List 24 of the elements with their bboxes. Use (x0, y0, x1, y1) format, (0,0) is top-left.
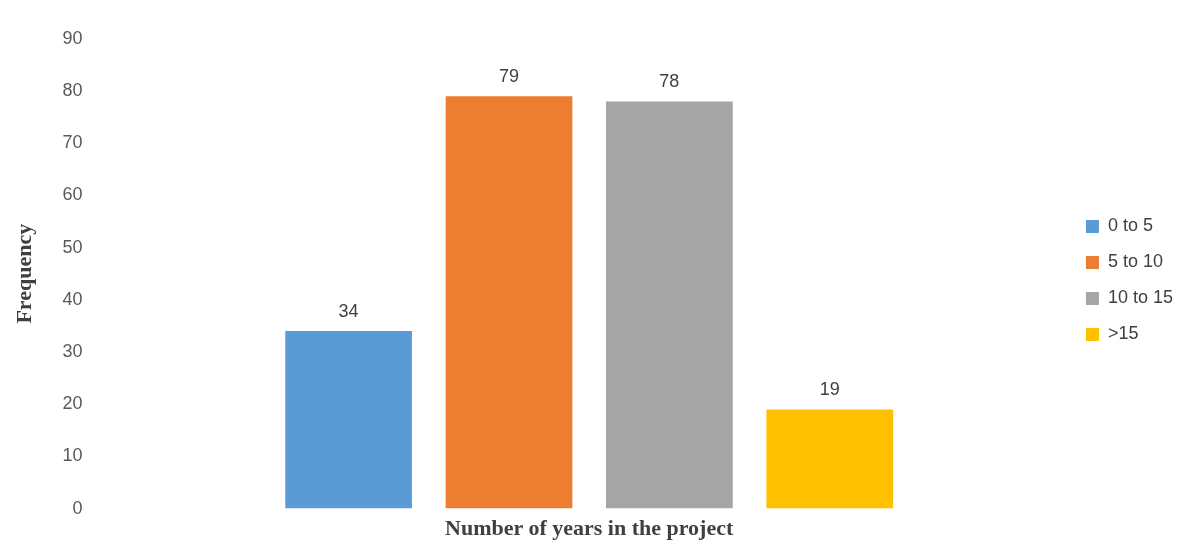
y-tick-label: 0 (72, 497, 83, 518)
y-tick-label: 40 (62, 288, 83, 309)
data-label: 34 (338, 301, 359, 322)
y-tick-label: 20 (62, 393, 83, 414)
data-label: 78 (659, 71, 680, 92)
y-axis-title: Frequency (10, 223, 36, 324)
legend-label: 10 to 15 (1107, 287, 1174, 308)
legend-label: >15 (1107, 323, 1139, 344)
y-tick-label: 30 (62, 340, 83, 361)
bar (766, 409, 894, 509)
legend-label: 0 to 5 (1107, 215, 1153, 236)
y-tick-label: 80 (62, 79, 83, 100)
x-axis-title: Number of years in the project (445, 515, 734, 541)
y-tick-label: 10 (62, 445, 83, 466)
legend-label: 5 to 10 (1107, 251, 1163, 272)
data-label: 19 (819, 379, 840, 400)
y-tick-label: 70 (62, 132, 83, 153)
bar (445, 96, 573, 509)
y-tick-label: 60 (62, 184, 83, 205)
y-tick-label: 90 (62, 27, 83, 48)
bar (285, 331, 412, 509)
y-tick-label: 50 (62, 236, 83, 257)
data-label: 79 (498, 66, 520, 87)
bar (606, 101, 733, 509)
